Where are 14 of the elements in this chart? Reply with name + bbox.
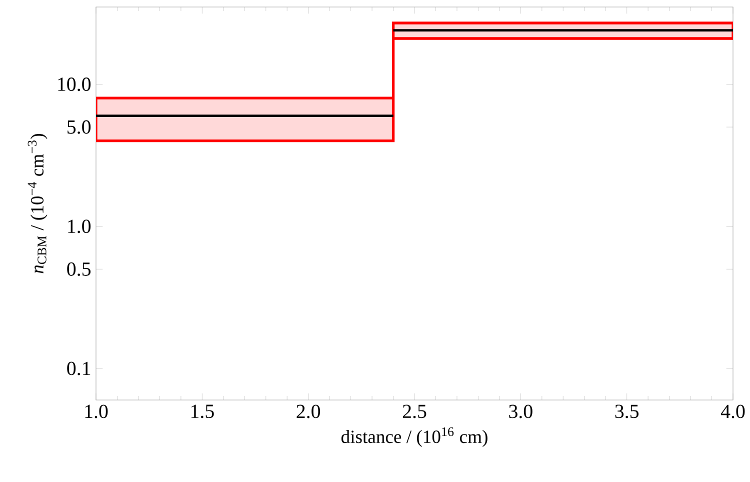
x-tick-label: 2.0 — [296, 404, 320, 418]
x-tick-label: 1.0 — [85, 404, 108, 418]
y-tick-label: 0.1 — [67, 362, 90, 376]
y-tick-label: 1.0 — [68, 220, 91, 234]
y-tick-label: 0.5 — [67, 262, 91, 276]
y-axis-title: n$_{CBM}$ / (10$^{−4}$ cm$^{−3}$) — [28, 134, 48, 274]
x-tick-label: 4.0 — [720, 404, 745, 418]
x-axis-title: distance / (10$^{16}$ cm) — [341, 427, 488, 447]
y-tick-label: 5.0 — [68, 120, 91, 134]
x-tick-label: 2.5 — [402, 404, 426, 418]
y-tick-label: 10.0 — [58, 78, 91, 92]
x-tick-label: 3.5 — [615, 404, 639, 418]
x-tick-label: 3.0 — [509, 404, 532, 418]
x-tick-label: 1.5 — [191, 404, 214, 418]
